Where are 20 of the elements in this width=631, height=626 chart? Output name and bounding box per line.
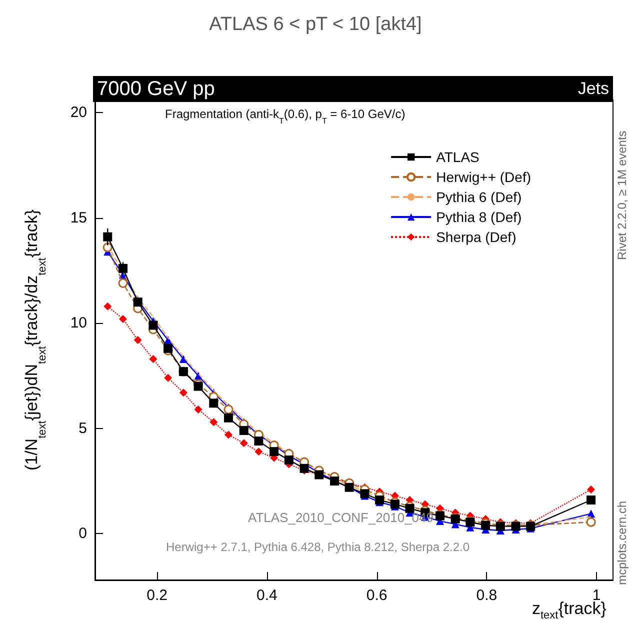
chart-title: ATLAS 6 < pT < 10 [akt4] <box>209 14 422 35</box>
x-tick-label: 0.8 <box>476 587 498 604</box>
legend-label: Herwig++ (Def) <box>436 169 532 185</box>
y-tick-label: 5 <box>78 420 87 437</box>
text: mcplots.cern.ch <box>615 500 629 585</box>
legend-label: Pythia 8 (Def) <box>436 209 522 225</box>
y-axis-title: (1/Ntext{jet})dNtext{track}/dztext{track} <box>22 209 48 471</box>
header-band: 7000 GeV pp Jets <box>93 76 613 102</box>
legend-label: Pythia 6 (Def) <box>436 189 522 205</box>
y-tick-label: 10 <box>70 314 87 332</box>
legend-label: Sherpa (Def) <box>436 229 516 245</box>
text: Rivet 2.2.0, ≥ 1M events <box>615 130 629 260</box>
annotation: Herwig++ 2.7.1, Pythia 6.428, Pythia 8.212, Sherpa 2.2.0 <box>166 540 470 554</box>
legend-label: ATLAS <box>436 149 480 165</box>
y-tick-label: 15 <box>70 209 87 226</box>
y-tick-label: 0 <box>78 525 87 542</box>
x-tick-label: 0.4 <box>256 587 278 604</box>
x-tick-label: 0.6 <box>366 587 388 604</box>
y-tick-label: 20 <box>70 104 87 122</box>
x-tick-label: 0.2 <box>146 587 168 604</box>
